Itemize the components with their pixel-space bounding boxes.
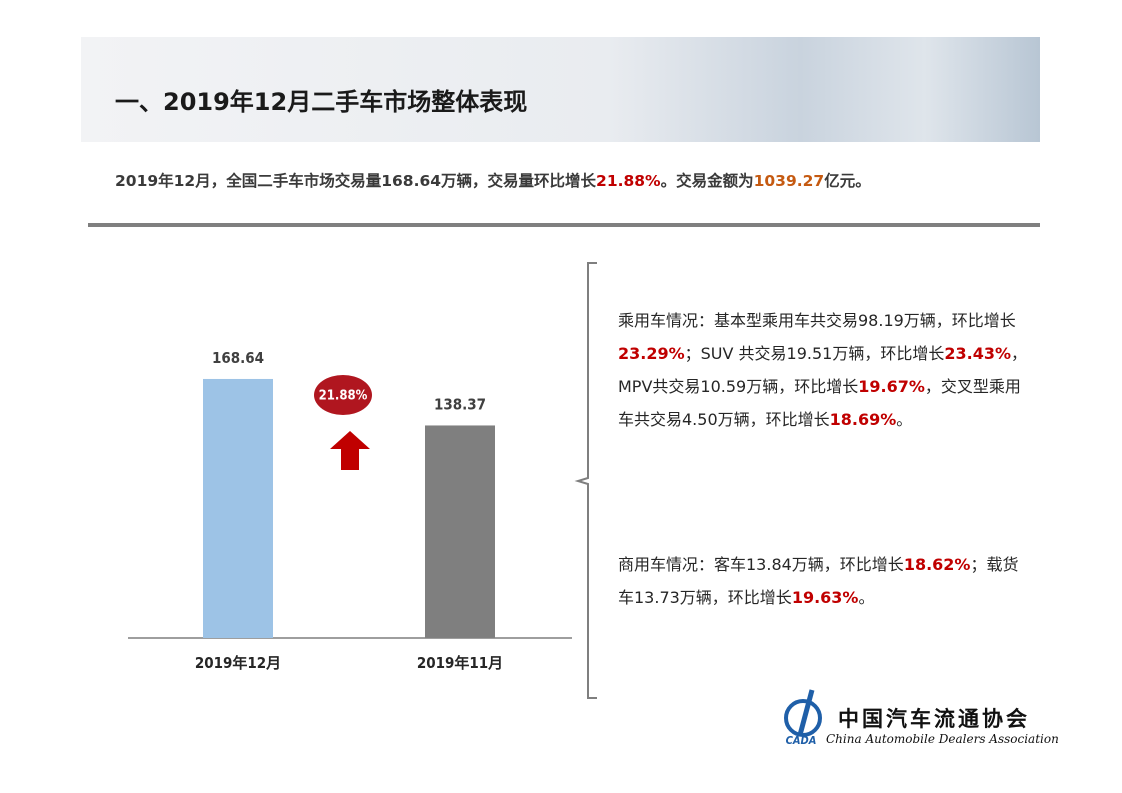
growth-badge	[314, 375, 372, 415]
text-run: 亿元。	[824, 172, 871, 190]
text-run: ；SUV 共交易19.51万辆，环比增长	[684, 344, 945, 363]
text-run: 18.62%	[903, 555, 971, 574]
logo-abbr: CADA	[786, 734, 817, 747]
up-arrow	[330, 431, 370, 470]
bar	[425, 425, 495, 638]
text-run: 2019年12月，全国二手车市场交易量168.64万辆，交易量环比增长	[115, 172, 597, 190]
logo-mark: CADA	[784, 689, 822, 747]
data-label: 138.37	[434, 395, 486, 413]
text-run: 乘用车情况：基本型乘用车共交易98.19万辆，环比增长	[618, 311, 1016, 330]
logo-name: 中国汽车流通协会	[838, 706, 1030, 731]
text-run: ，MPV共交易10.59万辆，环比增长	[618, 344, 1028, 396]
logo-english: China Automobile Dealers Association	[826, 732, 1059, 746]
brace	[574, 262, 597, 699]
slide-title: 一、2019年12月二手车市场整体表现	[115, 88, 528, 116]
summary: 2019年12月，全国二手车市场交易量168.64万辆，交易量环比增长21.88…	[115, 169, 871, 191]
text-run: 23.43%	[944, 344, 1011, 363]
data-label: 168.64	[212, 349, 264, 367]
header-band	[81, 37, 1040, 142]
text-run: 23.29%	[618, 344, 685, 363]
text-run: 。交易金额为	[660, 172, 754, 190]
text-run: 18.69%	[829, 410, 897, 429]
text-run: 1039.27	[753, 172, 825, 190]
divider	[88, 223, 1040, 227]
text-run: 。	[896, 410, 913, 429]
x-tick-label: 2019年11月	[417, 654, 503, 672]
note: 商用车情况：客车13.84万辆，环比增长18.62%；载货车13.73万辆，环比…	[618, 548, 1028, 614]
x-tick-label: 2019年12月	[195, 654, 281, 672]
text-run: 19.67%	[858, 377, 925, 396]
bar	[203, 378, 273, 638]
text-run: 。	[858, 588, 875, 607]
text-run: 21.88%	[596, 172, 661, 190]
text-run: ，交叉型乘用车共交易4.50万辆，环比增长	[618, 377, 1021, 429]
text-run: 商用车情况：客车13.84万辆，环比增长	[618, 555, 904, 574]
growth-label: 21.88%	[319, 389, 368, 404]
text-run: 19.63%	[791, 588, 859, 607]
note: 乘用车情况：基本型乘用车共交易98.19万辆，环比增长 23.29%；SUV 共交…	[618, 304, 1028, 436]
text-run: ；载货车13.73万辆，环比增长	[618, 555, 1019, 607]
